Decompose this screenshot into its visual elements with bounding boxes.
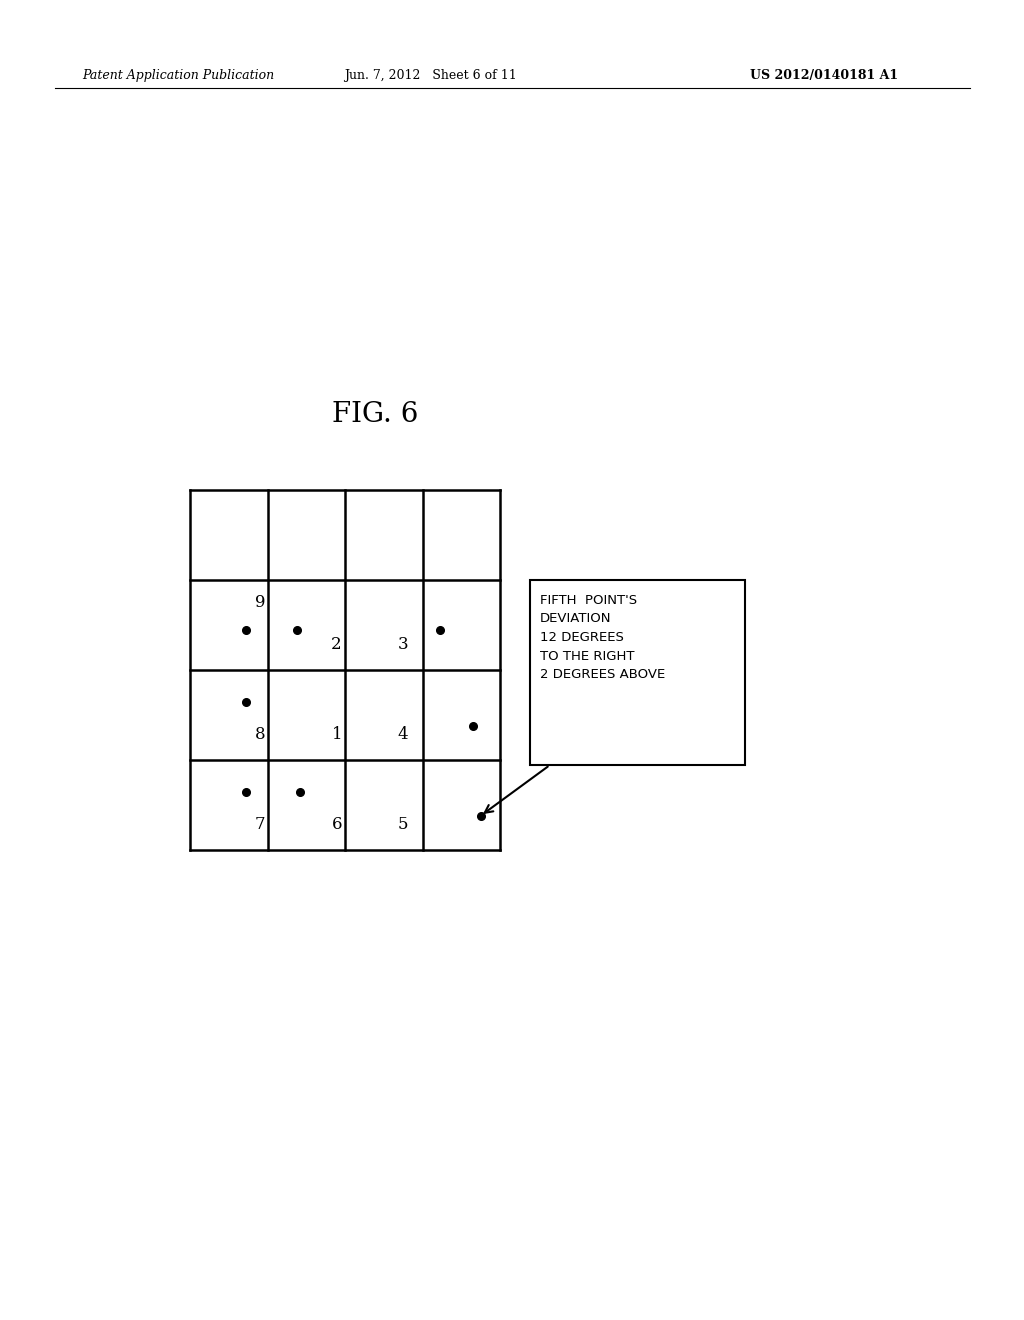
- FancyBboxPatch shape: [530, 579, 745, 766]
- Text: 4: 4: [397, 726, 409, 743]
- Text: 8: 8: [254, 726, 265, 743]
- Text: 1: 1: [332, 726, 343, 743]
- Text: Jun. 7, 2012   Sheet 6 of 11: Jun. 7, 2012 Sheet 6 of 11: [344, 69, 516, 82]
- Text: 2: 2: [331, 636, 341, 653]
- Text: 3: 3: [397, 636, 409, 653]
- Text: FIG. 6: FIG. 6: [332, 401, 418, 429]
- Text: 9: 9: [255, 594, 265, 611]
- Text: 5: 5: [398, 816, 409, 833]
- Text: US 2012/0140181 A1: US 2012/0140181 A1: [750, 69, 898, 82]
- Text: Patent Application Publication: Patent Application Publication: [82, 69, 274, 82]
- Text: FIFTH  POINT'S
DEVIATION
12 DEGREES
TO THE RIGHT
2 DEGREES ABOVE: FIFTH POINT'S DEVIATION 12 DEGREES TO TH…: [540, 594, 666, 681]
- Text: 7: 7: [254, 816, 265, 833]
- Text: 6: 6: [332, 816, 342, 833]
